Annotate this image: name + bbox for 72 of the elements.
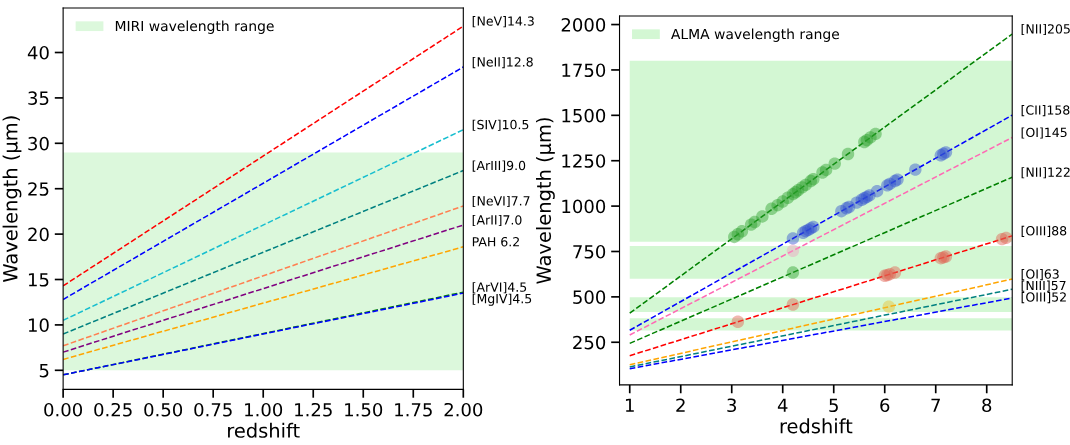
point [731, 315, 745, 328]
point [786, 298, 800, 311]
series-label: [OI]63 [1021, 269, 1059, 281]
x-tick-label: 1.50 [345, 402, 383, 417]
y-tick-label: 2000 [561, 18, 606, 32]
y-axis-title: Wavelength (μm) [536, 118, 555, 284]
y-tick-label: 5 [39, 364, 49, 378]
series-label: [OI]145 [1021, 127, 1067, 139]
series-label: [SIV]10.5 [472, 119, 529, 131]
series-label: [ArII]7.0 [472, 214, 522, 227]
y-tick-label: 750 [573, 244, 606, 259]
x-tick-label: 3 [727, 398, 737, 413]
y-tick-label: 500 [573, 290, 606, 304]
series-label: [OIII]52 [1021, 292, 1066, 304]
y-tick-label: 1500 [562, 108, 606, 123]
x-tick-label: 0.50 [144, 402, 183, 417]
y-tick-label: 1000 [562, 199, 606, 214]
legend-label: MIRI wavelength range [115, 20, 274, 34]
series-label: [NII]205 [1021, 23, 1070, 36]
point [756, 210, 769, 223]
x-tick-label: 4 [777, 398, 788, 412]
series-label: [ArVI]4.5 [472, 282, 527, 294]
x-tick-label: 0.75 [194, 402, 232, 417]
y-tick-label: 10 [28, 318, 49, 333]
point [841, 147, 855, 161]
x-axis-title: redshift [228, 422, 300, 438]
series-label: [NIII]57 [1021, 280, 1066, 292]
point [828, 157, 841, 170]
series-label: [CII]158 [1021, 105, 1070, 117]
point [786, 266, 800, 279]
series-label: [NeV]14.3 [472, 16, 534, 28]
x-tick-label: 5 [829, 398, 838, 413]
point [819, 163, 833, 177]
y-tick-label: 1250 [562, 154, 606, 168]
x-tick-label: 2.00 [444, 402, 483, 417]
point [870, 185, 884, 198]
legend-label: ALMA wavelength range [671, 28, 840, 42]
y-tick-label: 15 [28, 273, 49, 287]
point [786, 244, 800, 257]
y-tick-label: 30 [28, 136, 49, 151]
point [869, 127, 882, 141]
x-tick-label: 0.25 [94, 402, 132, 417]
point [999, 231, 1013, 245]
x-tick-label: 1.75 [395, 403, 432, 417]
series-label: [ArIII]9.0 [472, 160, 526, 172]
series-label: [NeVI]7.7 [472, 195, 530, 208]
x-tick-label: 6 [880, 398, 890, 413]
x-tick-label: 2 [676, 398, 685, 412]
point [786, 232, 800, 245]
y-tick-label: 250 [573, 335, 606, 350]
x-tick-label: 1.25 [295, 402, 332, 417]
y-tick-label: 20 [28, 227, 49, 242]
series-label: PAH 6.2 [472, 236, 519, 247]
point [888, 266, 902, 279]
series-label: [NII]122 [1021, 167, 1070, 179]
point [735, 225, 749, 238]
x-tick-label: 8 [982, 398, 992, 413]
x-tick-label: 1.00 [245, 402, 283, 417]
series-label: [MgIV]4.5 [472, 293, 532, 306]
point [909, 163, 922, 176]
y-tick-label: 40 [27, 45, 49, 60]
y-tick-label: 25 [28, 182, 49, 196]
series-label: [NeII]12.8 [472, 56, 533, 69]
y-axis-title: Wavelength (μm) [2, 116, 22, 283]
x-tick-label: 7 [931, 398, 940, 412]
x-axis-title: redshift [780, 418, 853, 434]
series-label: [OIII]88 [1021, 225, 1067, 237]
x-tick-label: 1 [625, 398, 634, 412]
y-tick-label: 35 [28, 91, 49, 106]
y-tick-label: 1750 [562, 63, 606, 78]
point [882, 300, 896, 313]
x-tick-label: 0.00 [44, 402, 83, 417]
